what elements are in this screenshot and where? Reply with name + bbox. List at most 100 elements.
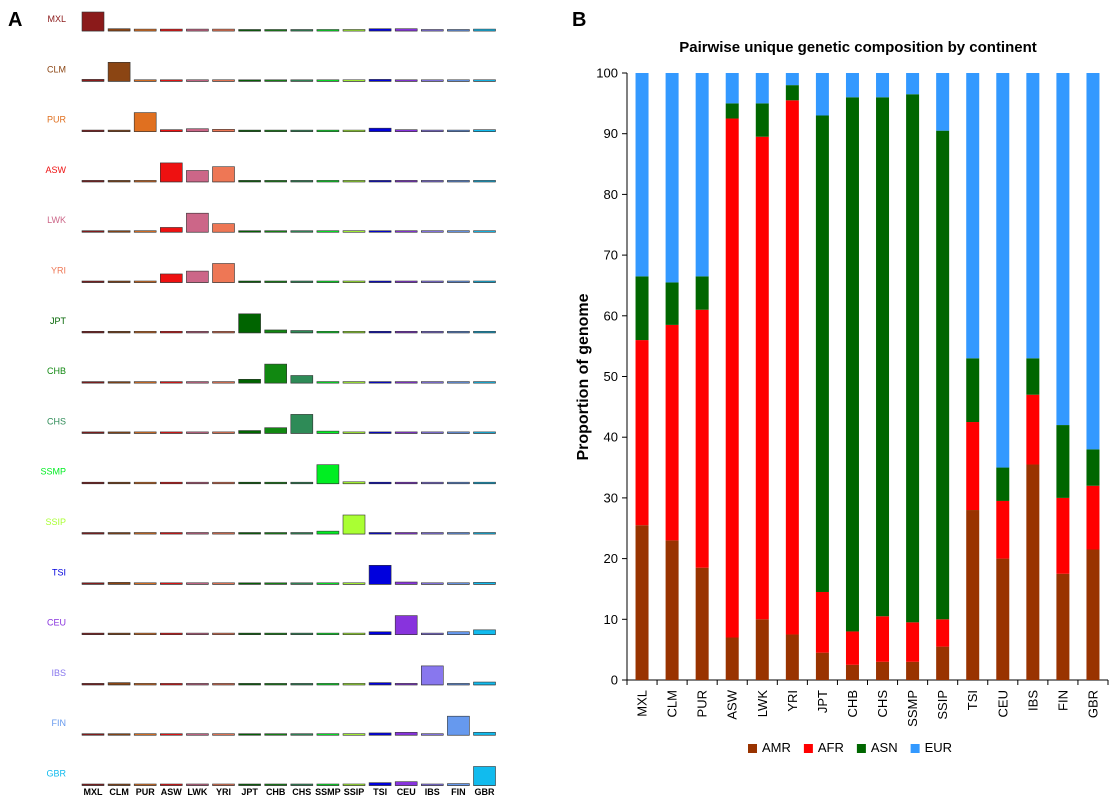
row-label: CLM [47,64,66,74]
heatmap-cell [368,381,392,384]
heatmap-cell [264,733,288,736]
heatmap-cell [420,79,444,82]
heatmap-cell [160,28,183,32]
heatmap-cell [107,582,131,585]
heatmap-cell [160,227,183,233]
heatmap-cell [81,280,105,283]
heatmap-cell [133,79,157,82]
x-tick-label: PUR [695,690,710,717]
heatmap-cell [186,632,209,635]
heatmap-cell [133,431,157,434]
heatmap-cell [133,582,157,585]
bar-segment-asn [1086,449,1100,486]
heatmap-cell [394,615,418,635]
heatmap-cell [473,582,496,585]
y-tick-label: 0 [611,673,618,688]
heatmap-cell [447,129,470,132]
bar-segment-afr [845,631,859,665]
heatmap-cell [107,230,131,233]
heatmap-cell [160,683,183,686]
heatmap-cell [238,430,261,434]
heatmap-cell [368,564,392,585]
heatmap-cell [264,481,288,485]
x-tick-label: CHS [875,690,890,718]
heatmap-cell [420,330,444,334]
heatmap-cell [394,581,418,585]
bar-segment-amr [665,540,679,680]
heatmap-cell [342,632,366,635]
heatmap-cell [420,29,444,32]
heatmap-cell [473,180,496,183]
heatmap-cell [160,582,183,585]
heatmap-cell [290,532,314,535]
heatmap-cell [420,129,444,132]
heatmap-cell [342,783,366,786]
heatmap-cell [81,11,105,32]
heatmap-cell [212,431,235,434]
heatmap-cell [212,330,235,334]
heatmap-cell [133,28,157,32]
heatmap-cell [368,180,392,183]
heatmap-cell [368,631,392,635]
heatmap-cell [133,532,157,535]
heatmap-cell [264,29,288,32]
heatmap-cell [212,632,235,635]
heatmap-cell [420,381,444,384]
heatmap-cell [133,381,157,384]
heatmap-cell [447,631,470,635]
y-tick-label: 80 [604,187,618,202]
bar-segment-amr [936,646,950,680]
heatmap-cell [342,230,366,233]
heatmap-cell [107,129,131,132]
bar-segment-amr [966,510,980,680]
heatmap-cell [264,329,288,334]
column-label: GBR [475,787,496,797]
panel-b-letter: B [572,9,586,31]
heatmap-cell [133,733,157,736]
row-label: ASW [45,165,66,175]
heatmap-cell [133,783,157,786]
bar-segment-eur [1056,73,1070,426]
heatmap-cell [368,732,392,736]
legend-swatch [910,744,920,753]
heatmap-cell [186,212,209,233]
column-label: JPT [241,787,258,797]
panel-a-heatmap: MXLCLMPURASWLWKYRIJPTCHBCHSSSMPSSIPTSICE… [40,11,496,797]
bar-segment-afr [936,619,950,647]
heatmap-cell [238,582,261,585]
heatmap-cell [160,431,183,434]
heatmap-cell [81,381,105,384]
heatmap-cell [133,632,157,635]
heatmap-cell [290,330,314,334]
heatmap-cell [107,330,131,334]
heatmap-cell [160,381,183,384]
heatmap-cell [316,733,340,736]
bar-segment-asn [845,97,859,632]
row-label: YRI [51,266,66,276]
row-label: CEU [47,618,66,628]
heatmap-cell [186,481,209,485]
bar-segment-eur [665,73,679,283]
row-label: LWK [47,215,66,225]
heatmap-cell [447,683,470,686]
bar-segment-afr [966,422,980,511]
row-label: CHB [47,366,66,376]
row-label: IBS [51,668,66,678]
heatmap-cell [186,783,209,786]
x-tick-label: CLM [665,690,680,717]
heatmap-cell [316,783,340,786]
heatmap-cell [238,378,261,384]
x-tick-label: CEU [995,690,1010,717]
heatmap-cell [264,180,288,183]
heatmap-cell [264,582,288,585]
heatmap-cell [394,481,418,485]
heatmap-cell [447,230,470,233]
heatmap-cell [238,79,261,82]
heatmap-cell [264,280,288,283]
bar-segment-asn [785,85,799,101]
heatmap-cell [264,632,288,635]
heatmap-cell [368,127,392,132]
bar-segment-afr [996,500,1010,559]
heatmap-cell [473,230,496,233]
heatmap-cell [473,732,496,736]
